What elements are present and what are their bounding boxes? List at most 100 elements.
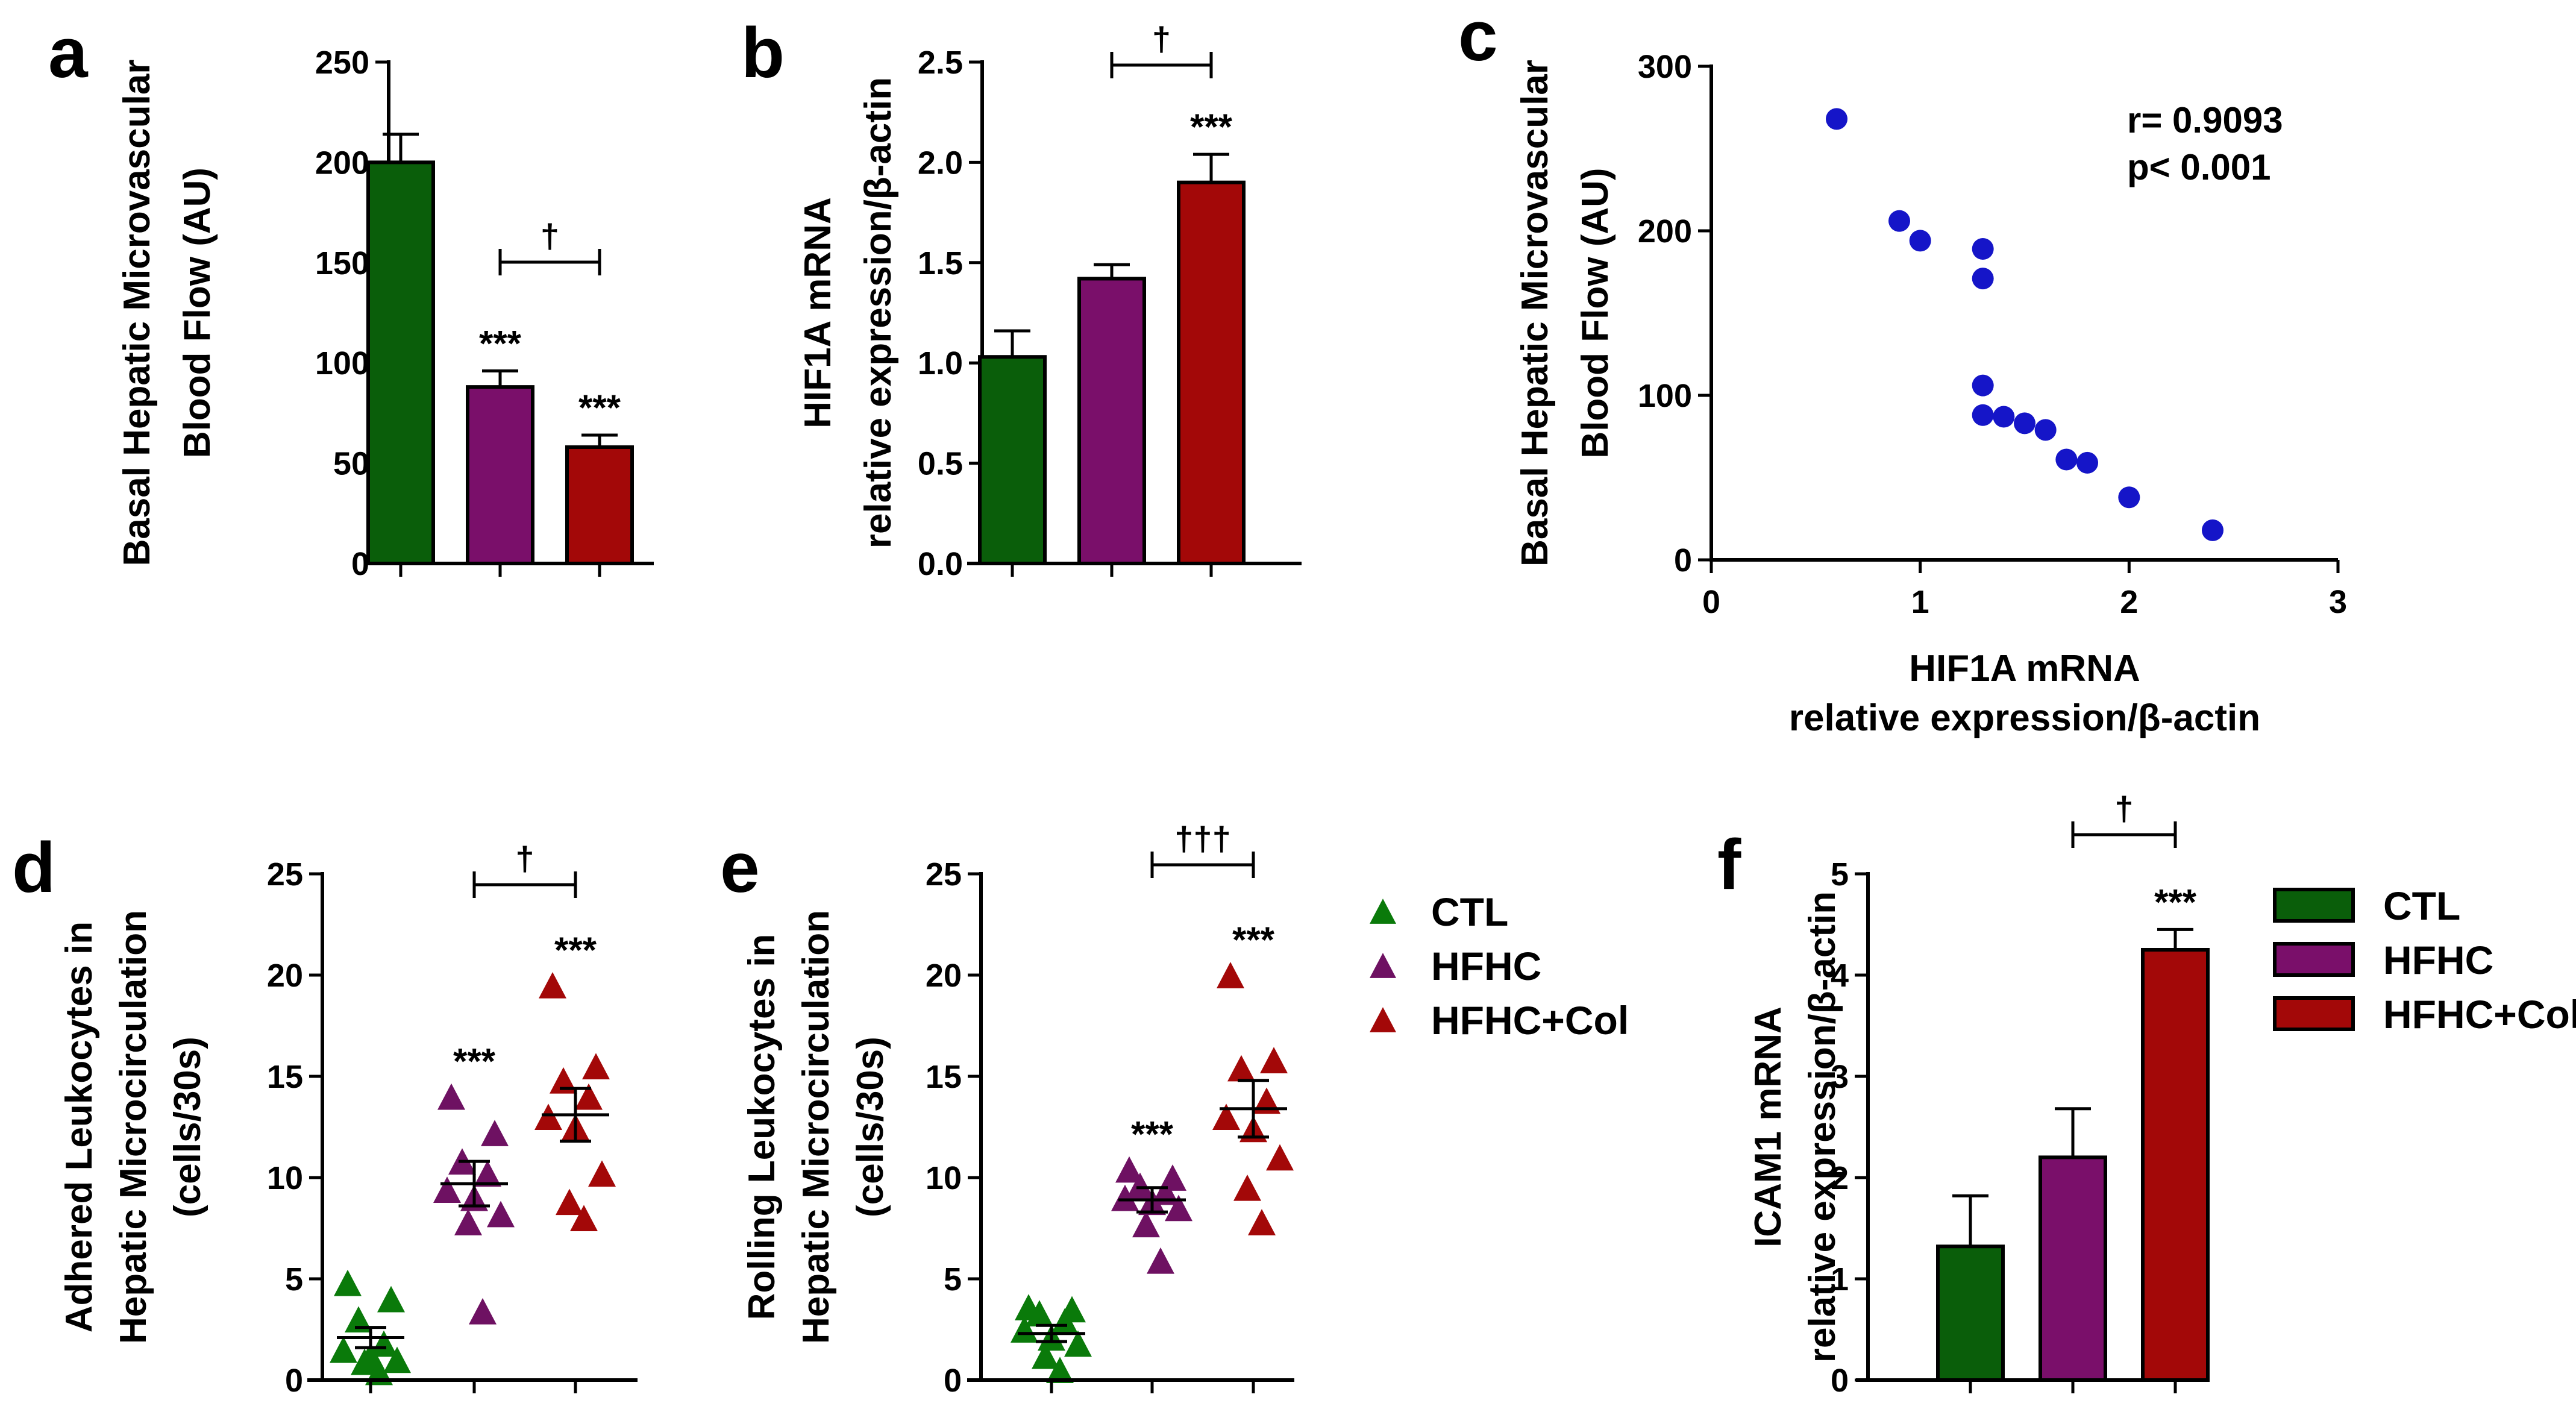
panel-c-x-tick-label: 3 bbox=[2329, 584, 2347, 620]
panel-e-point bbox=[1115, 1156, 1143, 1183]
panel-c-y-tick-label: 200 bbox=[1638, 213, 1692, 249]
panel-c-point bbox=[1826, 108, 1847, 130]
panel-e-point bbox=[1132, 1211, 1160, 1238]
panel-c-xlabel-line: HIF1A mRNA bbox=[1909, 648, 2140, 689]
panel-d-y-tick-label: 25 bbox=[267, 856, 303, 893]
panel-d-point bbox=[345, 1306, 372, 1333]
panel-b-y-tick-label: 2.5 bbox=[918, 45, 963, 81]
panel-c-point bbox=[2034, 419, 2057, 441]
panel-b-ylabel-line: HIF1A mRNA bbox=[797, 197, 839, 428]
legend-f-swatch bbox=[2273, 942, 2355, 977]
panel-e-point bbox=[1011, 1316, 1038, 1343]
panel-f-y-tick-label: 5 bbox=[1831, 856, 1849, 893]
panel-c-point bbox=[2055, 448, 2078, 471]
panel-c-x-tick-label: 0 bbox=[1702, 584, 1720, 620]
legend-f-label: HFHC bbox=[2383, 938, 2493, 982]
panel-d-letter: d bbox=[12, 828, 55, 908]
panel-d-dagger: † bbox=[515, 839, 534, 877]
panel-d-point bbox=[588, 1160, 616, 1187]
panel-c-r-value: r= 0.9093 bbox=[2127, 100, 2283, 140]
panel-f-bar-ctl bbox=[1936, 1244, 2005, 1382]
panel-c-point bbox=[1972, 404, 1994, 426]
panel-d-point bbox=[334, 1269, 362, 1296]
panel-a-bar-hfhc bbox=[466, 385, 534, 565]
panel-d-point bbox=[454, 1209, 482, 1235]
panel-c-point bbox=[2118, 486, 2140, 509]
panel-d-point bbox=[433, 1176, 461, 1203]
legend-f-swatch bbox=[2273, 888, 2355, 923]
panel-e-point bbox=[1227, 1055, 1255, 1082]
panel-e-significance: *** bbox=[1232, 920, 1275, 960]
panel-e-point bbox=[1260, 1047, 1288, 1073]
panel-e-y-tick-label: 5 bbox=[944, 1261, 962, 1298]
panel-d-point bbox=[575, 1083, 603, 1110]
panel-d-ylabel-line: Hepatic Microcirculation bbox=[113, 910, 154, 1344]
panel-a-y-tick-label: 250 bbox=[315, 45, 369, 81]
panel-e-y-tick-label: 25 bbox=[926, 856, 962, 893]
panel-f-letter: f bbox=[1717, 825, 1741, 905]
panel-a-ylabel-line: Basal Hepatic Microvascular bbox=[116, 60, 158, 566]
panel-f-y-tick-label: 0 bbox=[1831, 1363, 1849, 1399]
panel-c-ylabel-line: Blood Flow (AU) bbox=[1575, 168, 1616, 458]
panel-b-significance: *** bbox=[1190, 107, 1233, 147]
panel-f-y-tick-label: 2 bbox=[1831, 1160, 1849, 1196]
panel-b-dagger: † bbox=[1152, 20, 1171, 58]
panel-a-y-tick-label: 200 bbox=[315, 145, 369, 181]
panel-a-y-tick-label: 50 bbox=[333, 446, 369, 482]
panel-d-y-tick-label: 0 bbox=[285, 1363, 303, 1399]
panel-d-significance: *** bbox=[554, 930, 597, 970]
panel-d-significance: *** bbox=[453, 1041, 496, 1082]
panel-b-y-tick-label: 1.5 bbox=[918, 245, 963, 281]
panel-e-point bbox=[1051, 1308, 1079, 1335]
panel-c-point bbox=[1972, 374, 1994, 397]
panel-b-y-tick-label: 2.0 bbox=[918, 145, 963, 181]
panel-f-significance: *** bbox=[2154, 882, 2197, 922]
legend-f-swatch bbox=[2273, 996, 2355, 1031]
panel-c-point bbox=[1993, 406, 2015, 428]
panel-e-y-tick-label: 0 bbox=[944, 1363, 962, 1399]
panel-c-point bbox=[1888, 210, 1910, 232]
panel-c-y-tick-label: 300 bbox=[1638, 49, 1692, 85]
panel-e-letter: e bbox=[720, 828, 760, 908]
panel-b-y-tick-label: 1.0 bbox=[918, 345, 963, 381]
legend-e-label: HFHC bbox=[1431, 944, 1541, 988]
panel-e-point bbox=[1046, 1357, 1074, 1384]
panel-d-y-tick-label: 5 bbox=[285, 1261, 303, 1298]
panel-e-point bbox=[1026, 1300, 1053, 1326]
panel-d-y-tick-label: 10 bbox=[267, 1160, 303, 1196]
panel-d-point bbox=[370, 1330, 398, 1357]
panel-d-ylabel-line: Adhered Leukocytes in bbox=[58, 921, 100, 1332]
panel-d-point bbox=[383, 1346, 411, 1373]
panel-c-ylabel-line: Basal Hepatic Microvascular bbox=[1514, 60, 1556, 566]
panel-d-point bbox=[487, 1200, 515, 1228]
panel-e-point bbox=[1147, 1247, 1174, 1274]
panel-a-letter: a bbox=[48, 13, 89, 93]
panel-d-point bbox=[481, 1120, 509, 1146]
legend-e-marker bbox=[1370, 953, 1396, 978]
panel-b-bar-ctl bbox=[978, 355, 1047, 565]
panel-e-point bbox=[1064, 1330, 1092, 1357]
panel-c-point bbox=[2014, 412, 2035, 435]
panel-d-point bbox=[539, 971, 566, 999]
panel-b-y-tick-label: 0.0 bbox=[918, 546, 963, 582]
panel-f-dagger: † bbox=[2114, 789, 2133, 827]
legend-e-marker bbox=[1370, 899, 1396, 924]
panel-e-significance: *** bbox=[1131, 1114, 1174, 1155]
panel-e-dagger: ††† bbox=[1174, 820, 1230, 858]
panel-e-point bbox=[1266, 1144, 1294, 1171]
panel-d-point bbox=[377, 1285, 405, 1313]
legend-e-label: CTL bbox=[1431, 890, 1508, 934]
panel-d-point bbox=[469, 1298, 497, 1325]
panel-c-y-tick-label: 100 bbox=[1638, 378, 1692, 414]
panel-e-ylabel-line: Rolling Leukocytes in bbox=[741, 934, 783, 1320]
panel-a-dagger: † bbox=[541, 217, 559, 255]
panel-c-p-value: p< 0.001 bbox=[2127, 147, 2271, 187]
panel-e-y-tick-label: 15 bbox=[926, 1059, 962, 1095]
panel-e-y-tick-label: 10 bbox=[926, 1160, 962, 1196]
panel-a-significance: *** bbox=[578, 388, 621, 428]
legend-f-label: HFHC+Col bbox=[2383, 992, 2576, 1037]
panel-d-point bbox=[570, 1205, 598, 1232]
panel-d-point bbox=[550, 1067, 577, 1094]
panel-e-point bbox=[1111, 1184, 1139, 1211]
